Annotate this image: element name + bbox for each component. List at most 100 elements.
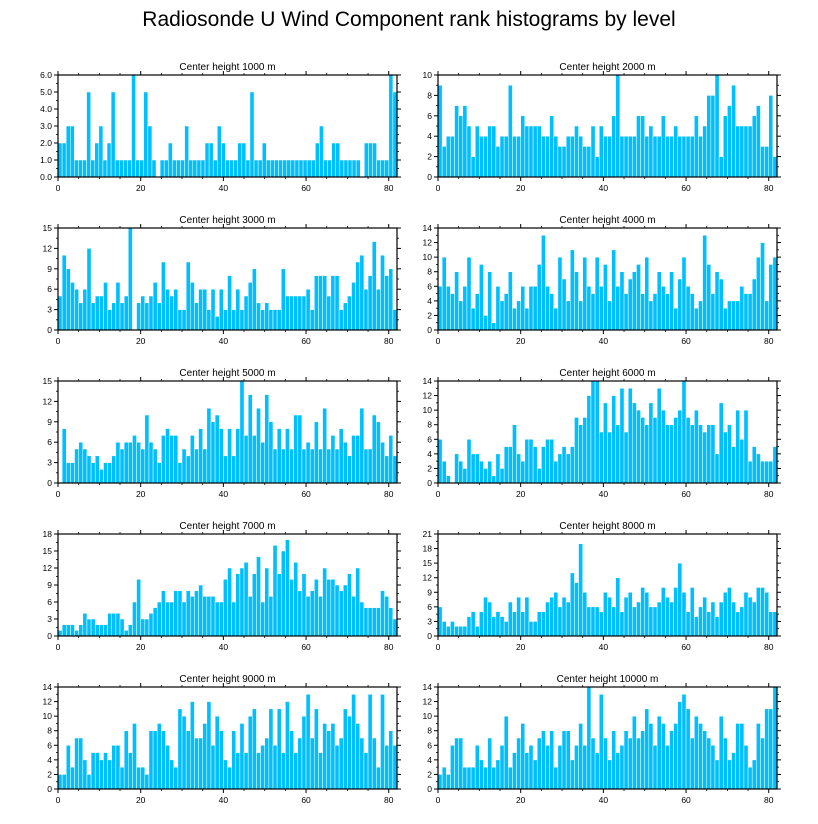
x-tick-label: 20 — [136, 336, 146, 346]
bar — [327, 159, 332, 178]
y-tick-label: 2 — [427, 152, 432, 162]
bar — [582, 256, 588, 331]
bar — [239, 567, 245, 637]
bar — [194, 302, 199, 331]
bar — [441, 621, 447, 637]
bar — [392, 455, 398, 484]
x-tick-label: 60 — [681, 642, 691, 652]
bar — [677, 135, 683, 178]
bar — [86, 618, 92, 637]
bar — [173, 435, 179, 484]
bar — [739, 125, 745, 178]
bar — [553, 592, 559, 637]
bar — [314, 421, 319, 484]
bar — [225, 159, 230, 178]
bar — [78, 159, 83, 178]
bar — [470, 453, 476, 484]
bar — [70, 462, 75, 484]
y-tick-label: 15 — [43, 376, 53, 386]
bar — [214, 601, 220, 637]
bar — [367, 607, 373, 637]
panel-title: Center height 9000 m — [179, 674, 275, 685]
y-tick-label: 8 — [427, 726, 432, 736]
bar — [524, 125, 530, 178]
bar — [557, 453, 563, 484]
bar — [665, 135, 670, 178]
bar — [462, 105, 468, 178]
bar — [491, 322, 497, 331]
bar — [297, 590, 303, 637]
bar — [520, 611, 526, 637]
bar — [276, 708, 282, 790]
bar — [739, 723, 745, 790]
y-tick-label: 6 — [47, 437, 52, 447]
bar — [82, 448, 88, 484]
bar — [268, 309, 274, 331]
bar — [714, 616, 720, 637]
bar — [495, 453, 501, 484]
panel-title: Center height 7000 m — [179, 521, 275, 532]
bar — [276, 428, 282, 484]
bar — [644, 708, 650, 790]
bar — [107, 309, 112, 331]
bar — [210, 745, 216, 790]
y-tick-label: 6.0 — [40, 70, 52, 80]
bar — [632, 402, 637, 484]
bar — [347, 455, 352, 484]
bar — [735, 300, 741, 331]
bar — [297, 414, 303, 484]
bar — [181, 715, 187, 790]
bar — [516, 135, 521, 178]
bar — [384, 745, 389, 790]
bar — [78, 737, 84, 790]
bar — [541, 611, 546, 637]
bar — [735, 409, 741, 484]
x-tick-label: 20 — [136, 642, 146, 652]
bar — [565, 601, 571, 637]
bar — [491, 125, 497, 178]
bar — [318, 752, 323, 790]
bar — [524, 439, 530, 484]
bar — [334, 275, 340, 331]
bar — [198, 584, 203, 637]
bar — [280, 550, 286, 637]
bar — [371, 414, 377, 484]
bar — [148, 295, 154, 331]
bar — [524, 596, 530, 637]
y-tick-label: 12 — [43, 243, 53, 253]
bar — [339, 159, 345, 178]
bar — [570, 249, 575, 331]
bar — [714, 271, 720, 331]
y-tick-label: 0 — [427, 784, 432, 794]
bar — [131, 74, 136, 178]
bar — [673, 587, 679, 637]
bar — [367, 275, 373, 331]
bar — [272, 448, 278, 484]
bar — [392, 91, 398, 178]
bar — [289, 295, 294, 331]
bar — [280, 448, 286, 484]
bar — [706, 611, 712, 637]
bar — [227, 428, 232, 484]
bar — [110, 91, 116, 178]
bar — [388, 730, 394, 790]
y-tick-label: 0 — [427, 631, 432, 641]
y-tick-label: 10 — [43, 711, 53, 721]
bar — [247, 394, 253, 484]
bar — [355, 567, 361, 637]
bar — [462, 468, 468, 484]
y-tick-label: 6 — [427, 281, 432, 291]
bar — [314, 708, 319, 790]
bar — [359, 601, 365, 637]
bar — [231, 455, 237, 484]
bar — [594, 156, 600, 178]
bar — [545, 439, 550, 484]
bar — [528, 439, 534, 484]
y-tick-label: 6 — [427, 434, 432, 444]
bar — [223, 759, 228, 790]
panel-title: Center height 5000 m — [179, 368, 275, 379]
bar — [376, 607, 381, 637]
bar — [718, 156, 724, 178]
bar — [323, 159, 328, 178]
bar — [392, 745, 398, 790]
